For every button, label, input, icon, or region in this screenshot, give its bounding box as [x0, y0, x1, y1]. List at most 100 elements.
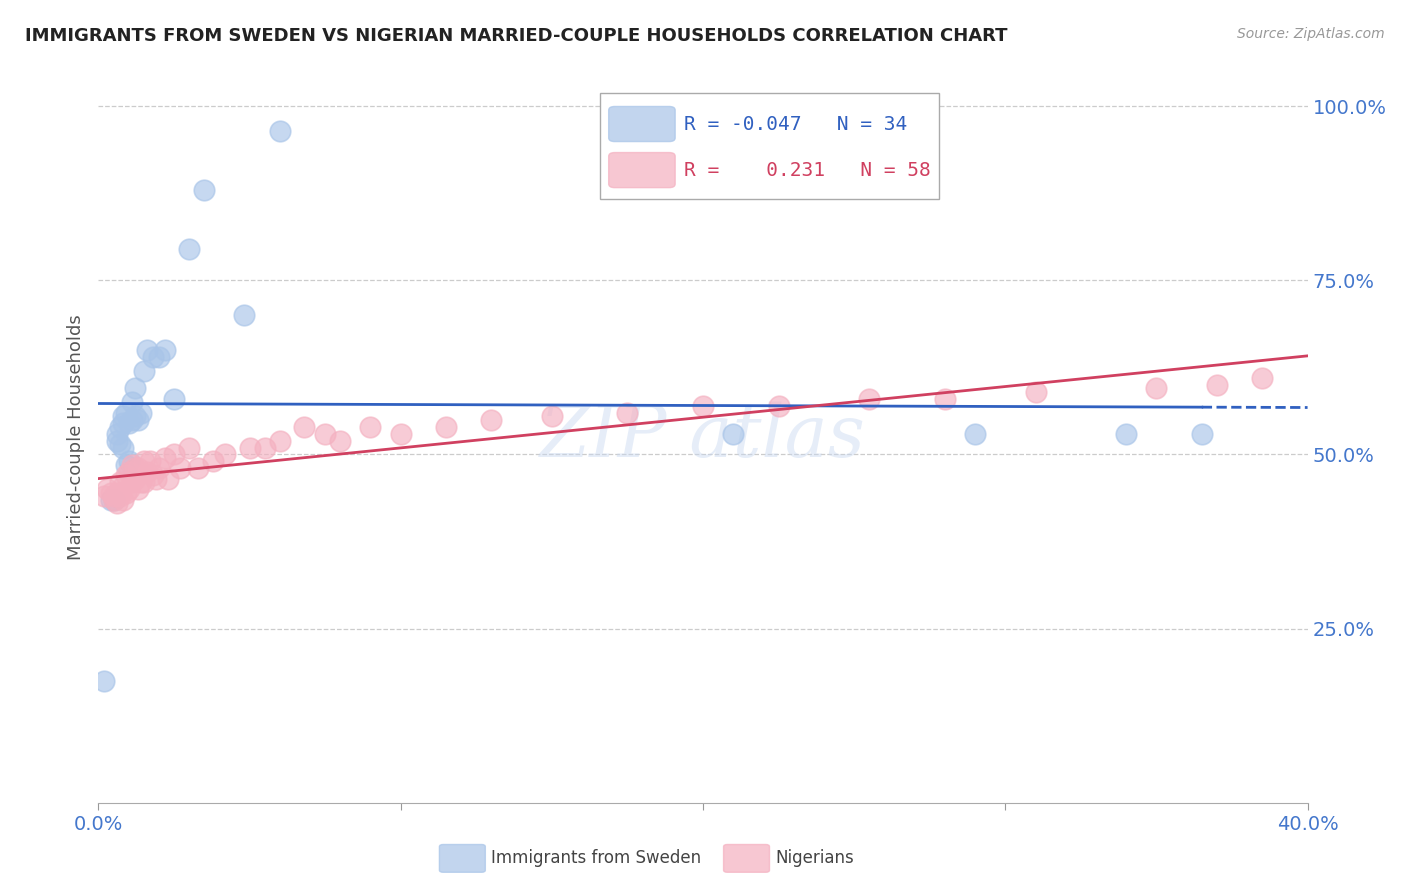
Point [121, 412, 143, 426]
Point [153, 450, 176, 465]
Point [127, 461, 149, 475]
Point [145, 472, 167, 486]
Point [114, 468, 136, 483]
FancyBboxPatch shape [440, 845, 485, 872]
Point [934, 392, 956, 406]
Text: R = -0.047   N = 34: R = -0.047 N = 34 [683, 114, 907, 134]
Point [202, 454, 225, 468]
Point [111, 479, 134, 493]
Point [1251, 371, 1274, 385]
Point [1115, 426, 1137, 441]
Point [105, 434, 128, 448]
Point [142, 350, 165, 364]
Point [540, 409, 562, 424]
Point [253, 441, 276, 455]
Point [135, 343, 157, 357]
Point [768, 399, 790, 413]
Point [169, 461, 191, 475]
Point [132, 454, 155, 468]
FancyBboxPatch shape [724, 845, 769, 872]
Point [111, 441, 134, 455]
Point [163, 448, 186, 462]
Point [135, 465, 157, 479]
Point [1024, 384, 1046, 399]
Point [105, 426, 128, 441]
Point [96, 483, 118, 497]
Point [105, 485, 128, 500]
Point [148, 461, 170, 475]
Point [858, 392, 880, 406]
Point [156, 472, 179, 486]
Point [124, 381, 146, 395]
Point [129, 406, 152, 420]
Point [1144, 381, 1167, 395]
Point [108, 485, 131, 500]
Point [139, 454, 162, 468]
Point [148, 350, 170, 364]
Y-axis label: Married-couple Households: Married-couple Households [66, 314, 84, 560]
Point [132, 364, 155, 378]
Point [129, 475, 152, 490]
Point [142, 468, 165, 483]
Point [93, 489, 115, 503]
Point [127, 412, 149, 426]
Point [124, 461, 146, 475]
Point [108, 419, 131, 434]
Point [214, 448, 236, 462]
Point [114, 406, 136, 420]
Point [103, 492, 125, 507]
Text: ZIP atlas: ZIP atlas [540, 401, 866, 473]
Point [127, 483, 149, 497]
Point [481, 412, 503, 426]
Point [118, 454, 141, 468]
Point [121, 458, 143, 472]
Point [105, 496, 128, 510]
Point [360, 419, 382, 434]
Point [269, 123, 291, 137]
Point [269, 434, 291, 448]
Point [118, 416, 141, 430]
Point [329, 434, 352, 448]
Point [121, 395, 143, 409]
Point [616, 406, 638, 420]
Point [103, 489, 125, 503]
Point [124, 472, 146, 486]
Point [111, 492, 134, 507]
Point [103, 492, 125, 507]
Point [118, 483, 141, 497]
Point [232, 308, 254, 322]
Point [114, 485, 136, 500]
Point [108, 437, 131, 451]
Point [100, 492, 122, 507]
FancyBboxPatch shape [609, 153, 675, 187]
Point [434, 419, 457, 434]
Point [179, 242, 201, 256]
Point [132, 475, 155, 490]
Point [292, 419, 315, 434]
Point [114, 458, 136, 472]
Point [108, 475, 131, 490]
Point [108, 489, 131, 503]
Point [1191, 426, 1213, 441]
Point [239, 441, 262, 455]
Point [153, 343, 176, 357]
Point [965, 426, 987, 441]
Point [124, 409, 146, 424]
Point [93, 673, 115, 688]
Point [118, 465, 141, 479]
Point [111, 416, 134, 430]
Point [692, 399, 714, 413]
Point [111, 409, 134, 424]
Point [100, 485, 122, 500]
Point [1206, 377, 1229, 392]
FancyBboxPatch shape [609, 106, 675, 142]
Text: Nigerians: Nigerians [776, 849, 855, 867]
Point [389, 426, 412, 441]
Text: IMMIGRANTS FROM SWEDEN VS NIGERIAN MARRIED-COUPLE HOUSEHOLDS CORRELATION CHART: IMMIGRANTS FROM SWEDEN VS NIGERIAN MARRI… [25, 27, 1008, 45]
Point [723, 426, 745, 441]
Point [121, 475, 143, 490]
Text: Immigrants from Sweden: Immigrants from Sweden [492, 849, 702, 867]
Text: R =    0.231   N = 58: R = 0.231 N = 58 [683, 161, 931, 179]
Point [314, 426, 336, 441]
Point [187, 461, 209, 475]
